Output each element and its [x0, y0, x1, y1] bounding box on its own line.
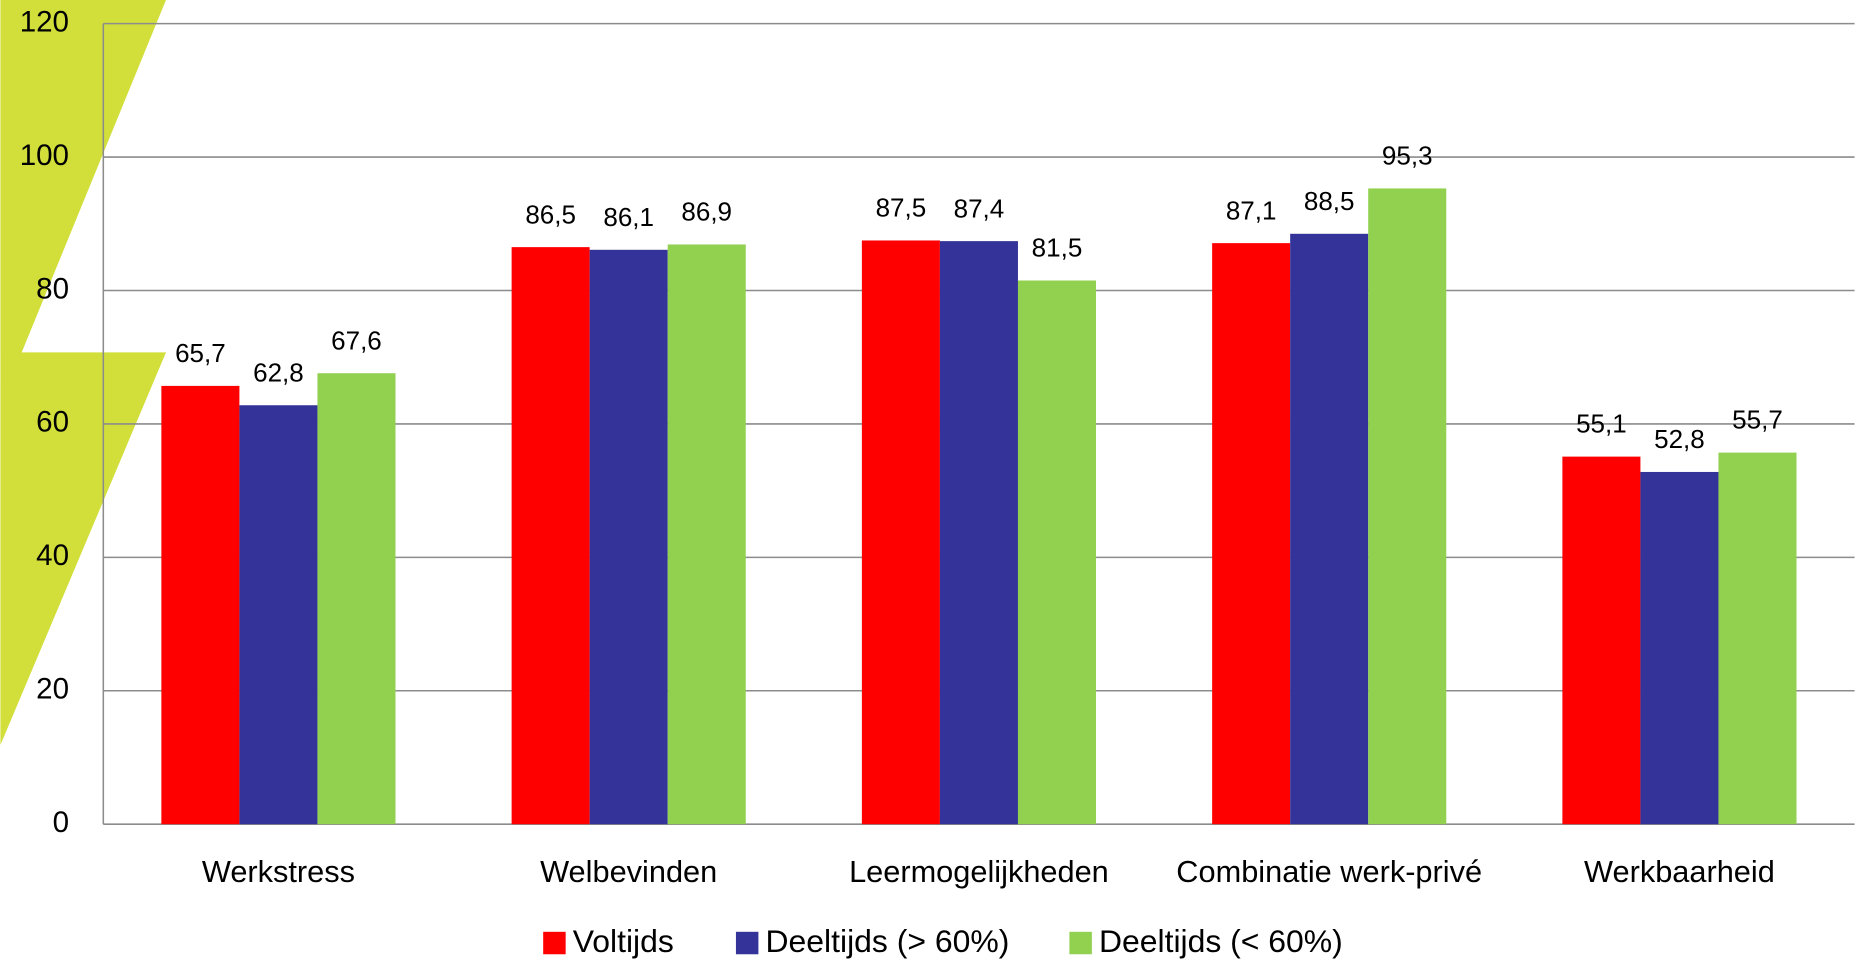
bar: [1368, 188, 1446, 824]
data-label: 95,3: [1382, 141, 1433, 171]
legend-swatch: [1069, 932, 1091, 954]
bar: [512, 247, 590, 824]
y-tick-label: 120: [20, 5, 69, 38]
bar: [239, 405, 317, 824]
bar: [862, 240, 940, 824]
legend-label: Voltijds: [573, 923, 674, 959]
legend-label: Deeltijds (< 60%): [1099, 923, 1343, 959]
y-tick-label: 0: [53, 806, 69, 839]
x-tick-label: Werkstress: [202, 854, 355, 889]
data-label: 87,1: [1226, 195, 1277, 225]
legend-swatch: [736, 932, 758, 954]
bar: [161, 386, 239, 824]
bar: [940, 241, 1018, 824]
bar: [1562, 457, 1640, 825]
bar: [668, 244, 746, 824]
data-label: 65,7: [175, 338, 226, 368]
chart: 0 20 40 60 80 100 120 Werkstress 65,7 62,8 67,6 Wel…: [0, 0, 1855, 959]
legend-swatch: [543, 932, 565, 954]
x-tick-label: Welbevinden: [540, 854, 717, 889]
bar: [1290, 234, 1368, 824]
data-label: 87,4: [954, 193, 1005, 223]
y-tick-label: 60: [36, 406, 69, 439]
y-tick-label: 20: [36, 673, 69, 706]
data-label: 86,5: [525, 199, 576, 229]
bar: [1718, 453, 1796, 825]
data-label: 55,7: [1732, 405, 1783, 435]
x-tick-label: Werkbaarheid: [1584, 854, 1775, 889]
bar: [1018, 280, 1096, 824]
y-tick-label: 100: [20, 139, 69, 172]
data-label: 55,1: [1576, 409, 1627, 439]
data-label: 87,5: [876, 193, 927, 223]
data-label: 52,8: [1654, 424, 1705, 454]
data-label: 81,5: [1032, 233, 1083, 263]
x-tick-label: Leermogelijkheden: [849, 854, 1109, 889]
page: {"chart_data": {"type": "bar", "categori…: [0, 0, 1855, 959]
y-tick-label: 40: [36, 539, 69, 572]
bar: [590, 250, 668, 824]
legend-label: Deeltijds (> 60%): [765, 923, 1009, 959]
data-label: 67,6: [331, 325, 382, 355]
bar: [317, 373, 395, 824]
y-tick-label: 80: [36, 272, 69, 305]
data-label: 86,1: [603, 202, 654, 232]
bar: [1640, 472, 1718, 824]
data-label: 86,9: [681, 197, 732, 227]
bar: [1212, 243, 1290, 824]
data-label: 88,5: [1304, 186, 1355, 216]
decoration: [0, 0, 166, 745]
x-tick-label: Combinatie werk-privé: [1176, 854, 1482, 889]
data-label: 62,8: [253, 357, 304, 387]
